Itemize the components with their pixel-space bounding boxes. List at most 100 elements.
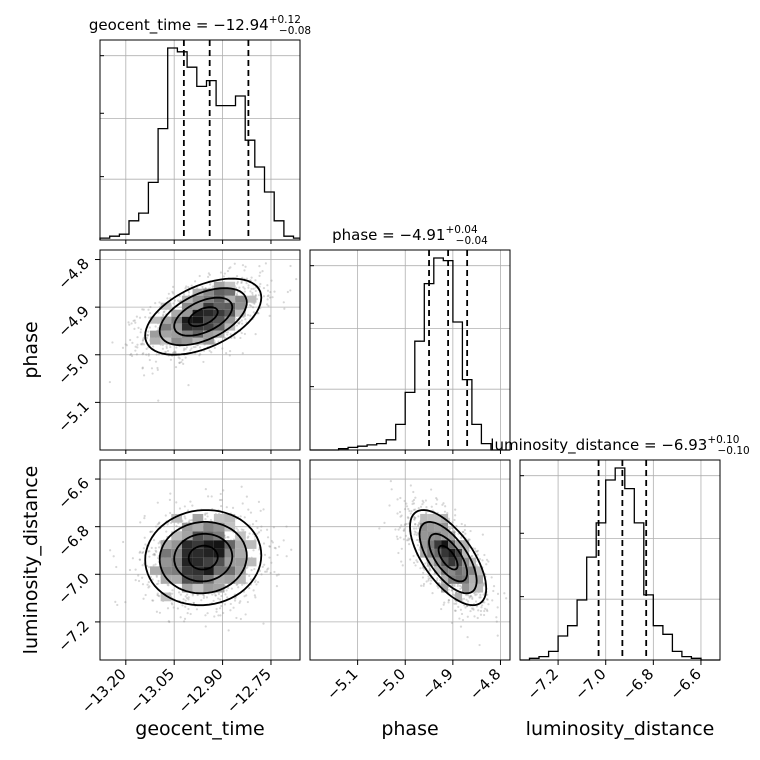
scatter-point xyxy=(156,556,160,560)
scatter-point xyxy=(237,322,240,325)
scatter-point xyxy=(231,506,235,509)
scatter-point xyxy=(442,603,445,606)
scatter-point xyxy=(414,508,417,511)
density-cell xyxy=(462,540,470,549)
scatter-point xyxy=(191,594,194,597)
density-cell xyxy=(455,575,463,584)
density-cell xyxy=(441,540,449,549)
x-tick-label: −7.2 xyxy=(524,665,562,703)
scatter-point xyxy=(141,551,144,555)
scatter-point xyxy=(266,284,269,287)
scatter-point xyxy=(222,611,225,615)
scatter-point xyxy=(264,262,267,265)
density-cell xyxy=(171,309,182,317)
scatter-point xyxy=(142,547,145,550)
scatter-point xyxy=(147,330,150,333)
scatter-point xyxy=(202,596,205,600)
scatter-point xyxy=(258,285,261,288)
scatter-point xyxy=(254,579,257,582)
scatter-point xyxy=(154,563,157,566)
scatter-point xyxy=(134,321,137,324)
scatter-point xyxy=(460,522,463,526)
density-cell xyxy=(203,522,214,532)
scatter-point xyxy=(421,576,425,579)
scatter-point xyxy=(416,560,419,564)
scatter-point xyxy=(246,566,249,569)
scatter-point xyxy=(455,524,458,528)
scatter-point xyxy=(443,510,447,513)
scatter-point xyxy=(156,592,159,595)
scatter-point xyxy=(209,518,213,522)
scatter-point xyxy=(414,523,417,526)
scatter-point xyxy=(136,343,139,346)
scatter-point xyxy=(471,597,474,600)
contour-line xyxy=(144,277,263,356)
scatter-point xyxy=(405,522,408,526)
scatter-point xyxy=(149,305,152,309)
density-cell xyxy=(213,309,225,317)
density-cell xyxy=(434,522,442,532)
scatter-point xyxy=(492,589,495,593)
density-cell xyxy=(203,316,214,324)
scatter-point xyxy=(194,280,197,283)
scatter-point xyxy=(157,353,161,356)
density-cell xyxy=(150,337,161,345)
density-cell xyxy=(448,557,456,567)
scatter-point xyxy=(143,517,146,520)
scatter-point xyxy=(131,557,135,560)
scatter-point xyxy=(152,539,156,542)
scatter-point xyxy=(456,584,459,588)
density-cell xyxy=(213,288,225,296)
density-cell xyxy=(171,566,182,576)
scatter-point xyxy=(268,556,271,559)
density-cell xyxy=(213,548,225,558)
scatter-point xyxy=(133,319,136,322)
scatter-point xyxy=(146,334,149,337)
scatter-point xyxy=(480,604,484,607)
scatter-point xyxy=(184,517,187,520)
scatter-point xyxy=(483,553,486,557)
scatter-point xyxy=(407,517,410,520)
scatter-point xyxy=(156,368,159,371)
scatter-point xyxy=(157,542,160,545)
density-cell xyxy=(235,531,246,541)
scatter-point xyxy=(496,592,500,595)
y-tick-label: −5.1 xyxy=(54,397,92,435)
density-cell xyxy=(160,316,172,324)
scatter-point xyxy=(238,320,241,324)
scatter-point xyxy=(211,593,214,596)
density-cell xyxy=(203,302,214,310)
scatter-point xyxy=(142,352,145,355)
density-cell xyxy=(213,522,225,532)
scatter-point xyxy=(191,504,194,507)
scatter-point xyxy=(169,511,172,515)
density-cell xyxy=(448,531,456,541)
scatter-point xyxy=(220,504,223,508)
scatter-point xyxy=(217,592,221,596)
density-cell xyxy=(203,566,214,576)
scatter-point xyxy=(259,509,262,512)
scatter-point xyxy=(219,598,222,601)
scatter-point xyxy=(272,526,276,529)
scatter-point xyxy=(109,549,112,552)
scatter-point xyxy=(430,488,433,491)
density-cell xyxy=(469,566,477,576)
scatter-point xyxy=(260,573,263,576)
density-cell xyxy=(224,540,236,549)
scatter-point xyxy=(420,584,423,587)
scatter-point xyxy=(383,521,386,524)
scatter-point xyxy=(233,336,236,340)
scatter-point xyxy=(239,515,242,518)
scatter-point xyxy=(156,593,159,597)
scatter-point xyxy=(397,528,400,531)
scatter-point xyxy=(141,342,144,345)
scatter-point xyxy=(180,360,183,364)
scatter-point xyxy=(177,299,180,302)
scatter-point xyxy=(174,350,177,353)
scatter-point xyxy=(144,316,147,319)
scatter-point xyxy=(412,508,416,511)
scatter-point xyxy=(273,570,276,574)
scatter-point xyxy=(142,597,145,600)
scatter-point xyxy=(186,612,189,615)
scatter-point xyxy=(268,545,271,548)
